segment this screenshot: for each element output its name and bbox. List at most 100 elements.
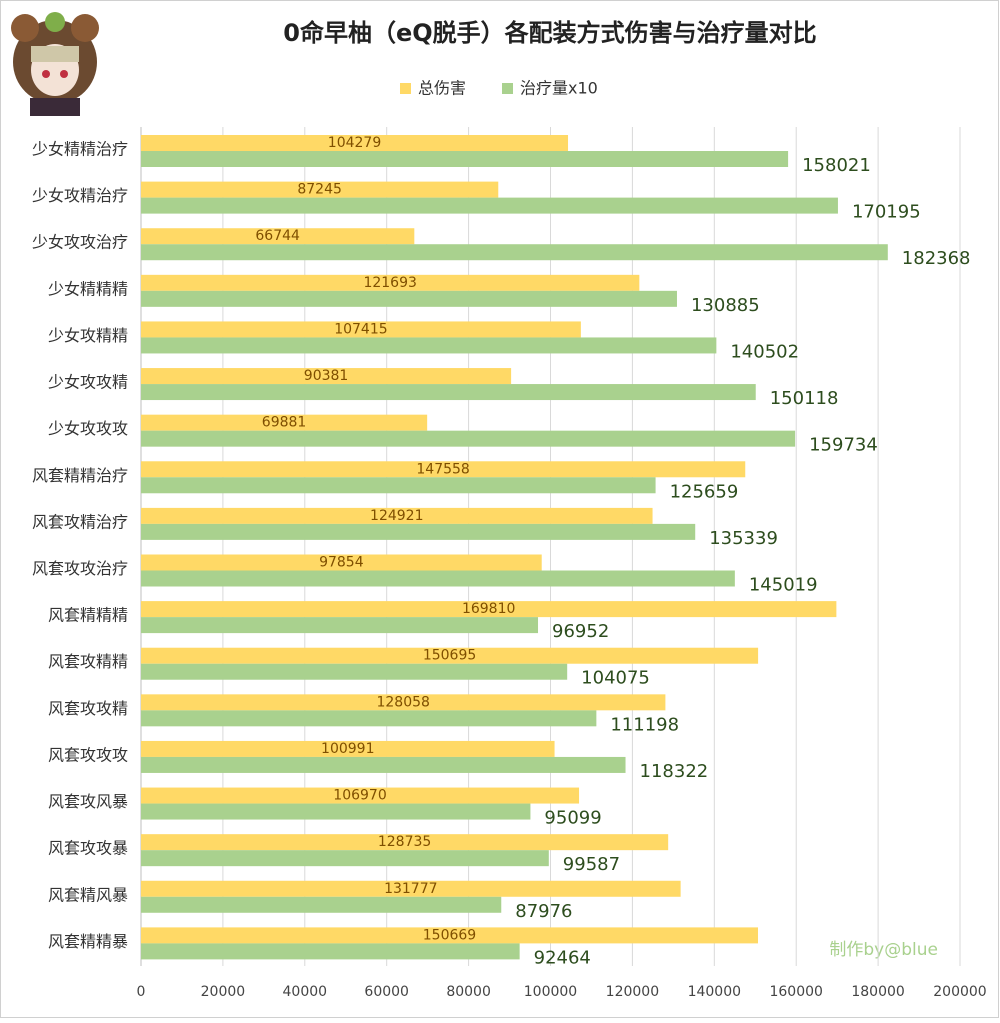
- bar: [141, 834, 669, 851]
- bar: [141, 197, 838, 214]
- value-label: 170195: [852, 202, 921, 223]
- value-label: 121693: [363, 275, 416, 291]
- y-tick-label: 风套攻攻攻: [48, 745, 128, 764]
- bar: [141, 228, 415, 245]
- bar: [141, 430, 796, 447]
- value-label: 92464: [534, 947, 591, 968]
- y-tick-label: 风套精精暴: [48, 932, 128, 951]
- x-tick-label: 40000: [283, 984, 328, 1000]
- bar: [141, 601, 837, 618]
- y-tick-label: 风套攻攻治疗: [32, 559, 128, 578]
- y-tick-label: 风套精精精: [48, 606, 128, 625]
- value-label: 87245: [297, 182, 342, 198]
- y-tick-label: 少女精精精: [48, 279, 128, 298]
- x-tick-label: 120000: [606, 984, 659, 1000]
- value-label: 66744: [255, 228, 300, 244]
- x-tick-label: 20000: [201, 984, 246, 1000]
- watermark: 制作by@blue: [829, 940, 938, 960]
- value-label: 128735: [378, 834, 431, 850]
- bar: [141, 181, 499, 198]
- value-label: 159734: [809, 435, 878, 456]
- x-tick-label: 140000: [688, 984, 741, 1000]
- x-tick-label: 80000: [446, 984, 491, 1000]
- y-tick-label: 风套攻攻精: [48, 699, 128, 718]
- bar: [141, 523, 696, 540]
- value-label: 97854: [319, 555, 364, 571]
- value-label: 104075: [581, 668, 650, 689]
- x-tick-label: 0: [137, 984, 146, 1000]
- bar: [141, 135, 569, 151]
- value-label: 96952: [552, 621, 609, 642]
- value-label: 130885: [691, 295, 760, 316]
- bar: [141, 896, 502, 913]
- bar: [141, 321, 581, 338]
- value-label: 145019: [749, 575, 818, 596]
- value-label: 125659: [670, 481, 739, 502]
- y-tick-label: 风套攻精精: [48, 652, 128, 671]
- value-label: 135339: [709, 528, 778, 549]
- value-label: 131777: [384, 881, 437, 897]
- y-tick-label: 少女攻攻治疗: [32, 233, 128, 252]
- bar: [141, 694, 666, 711]
- legend-label: 治疗量x10: [520, 79, 598, 98]
- bar: [141, 151, 789, 167]
- bar: [141, 384, 756, 401]
- value-label: 182368: [902, 248, 971, 269]
- bar: [141, 756, 626, 773]
- value-label: 150118: [770, 388, 839, 409]
- value-label: 69881: [262, 415, 307, 431]
- bar: [141, 477, 656, 494]
- legend-swatch: [502, 83, 513, 94]
- bar: [141, 244, 888, 261]
- bar: [141, 554, 542, 571]
- y-tick-label: 风套精精治疗: [32, 466, 128, 485]
- value-label: 150669: [423, 927, 476, 943]
- bar: [141, 368, 512, 385]
- value-label: 124921: [370, 508, 423, 524]
- value-label: 90381: [304, 368, 349, 384]
- bar: [141, 290, 677, 307]
- y-tick-label: 风套攻攻暴: [48, 839, 128, 858]
- y-tick-label: 少女攻攻精: [48, 373, 128, 392]
- bar: [141, 710, 597, 727]
- x-tick-label: 60000: [364, 984, 409, 1000]
- y-tick-label: 少女攻精精: [48, 326, 128, 345]
- bar: [141, 647, 759, 664]
- chart-title: 0命早柚（eQ脱手）各配装方式伤害与治疗量对比: [283, 19, 816, 47]
- x-tick-label: 180000: [851, 984, 904, 1000]
- bar: [141, 880, 681, 897]
- y-tick-label: 少女攻精治疗: [32, 186, 128, 205]
- value-label: 150695: [423, 648, 476, 664]
- bar: [141, 787, 580, 804]
- value-label: 128058: [376, 694, 429, 710]
- bar: [141, 337, 717, 354]
- value-label: 87976: [515, 901, 572, 922]
- value-label: 95099: [544, 808, 601, 829]
- x-tick-label: 100000: [524, 984, 577, 1000]
- value-label: 104279: [328, 135, 381, 151]
- value-label: 158021: [802, 155, 871, 176]
- bar: [141, 570, 735, 587]
- bar: [141, 927, 758, 944]
- bar: [141, 507, 653, 524]
- y-tick-label: 少女精精治疗: [32, 140, 128, 159]
- bar: [141, 850, 549, 867]
- value-label: 147558: [416, 461, 469, 477]
- value-label: 100991: [321, 741, 374, 757]
- avatar: [11, 12, 99, 116]
- bar: [141, 461, 746, 478]
- bar: [141, 943, 520, 960]
- value-label: 118322: [640, 761, 709, 782]
- value-label: 106970: [333, 788, 386, 804]
- y-tick-label: 风套攻风暴: [48, 792, 128, 811]
- y-tick-label: 少女攻攻攻: [48, 419, 128, 438]
- bar: [141, 617, 539, 634]
- y-tick-label: 风套攻精治疗: [32, 512, 128, 531]
- x-tick-label: 200000: [933, 984, 986, 1000]
- value-label: 111198: [610, 714, 679, 735]
- bar: [141, 414, 428, 431]
- value-label: 99587: [563, 854, 620, 875]
- legend-swatch: [400, 83, 411, 94]
- x-tick-label: 160000: [769, 984, 822, 1000]
